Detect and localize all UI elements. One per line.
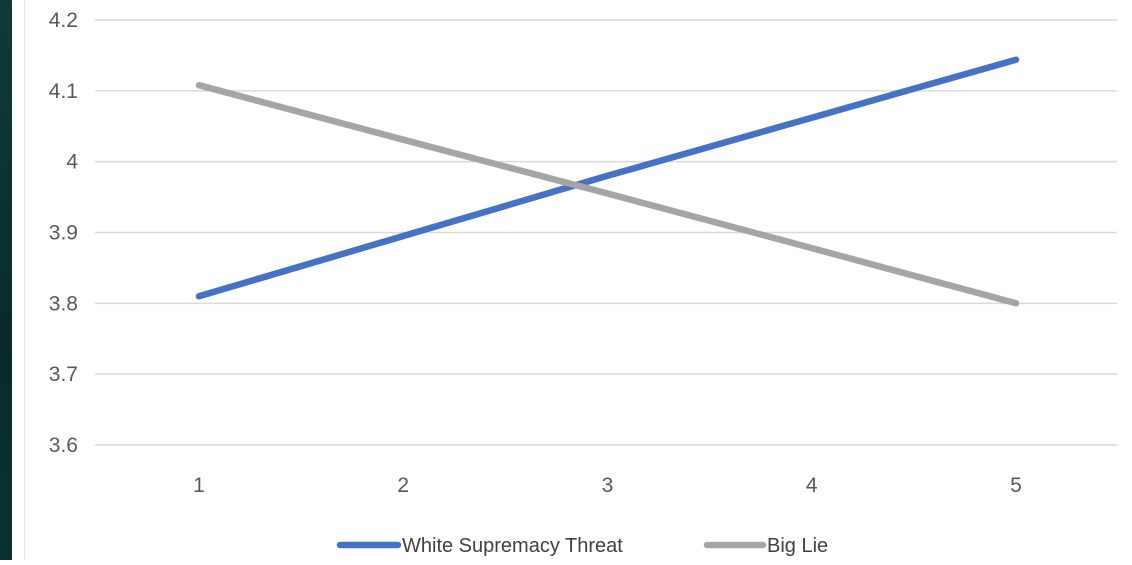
legend-label: Big Lie [767,535,828,557]
series-line-white-supremacy-threat [199,60,1016,297]
x-axis-tick-labels: 1 2 3 4 5 [193,474,1022,497]
series-lines [199,60,1016,304]
legend-label: White Supremacy Threat [402,535,623,557]
y-tick-label: 3.8 [49,292,78,315]
x-tick-label: 3 [602,474,614,497]
y-tick-label: 4.1 [49,80,78,103]
series-line-big-lie [199,85,1016,303]
x-tick-label: 4 [806,474,818,497]
y-tick-label: 3.6 [49,434,78,457]
y-tick-label: 4.2 [49,9,78,32]
y-tick-label: 4 [66,151,78,174]
y-axis-tick-labels: 3.6 3.7 3.8 3.9 4 4.1 4.2 [49,9,79,457]
y-tick-label: 3.7 [49,363,78,386]
legend: White Supremacy Threat Big Lie [340,535,828,557]
x-tick-label: 2 [397,474,409,497]
x-tick-label: 1 [193,474,205,497]
slide-edge-line [24,0,25,560]
y-tick-label: 3.9 [49,222,78,245]
slide-edge-strip [0,0,12,560]
x-tick-label: 5 [1010,474,1022,497]
gridlines [95,20,1117,445]
